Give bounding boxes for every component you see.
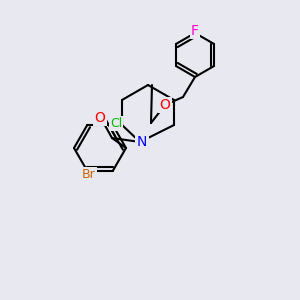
Text: Br: Br bbox=[82, 168, 96, 181]
Text: O: O bbox=[94, 111, 105, 125]
Text: F: F bbox=[191, 24, 199, 38]
Text: O: O bbox=[160, 98, 170, 112]
Text: Cl: Cl bbox=[110, 117, 122, 130]
Text: N: N bbox=[137, 135, 147, 149]
